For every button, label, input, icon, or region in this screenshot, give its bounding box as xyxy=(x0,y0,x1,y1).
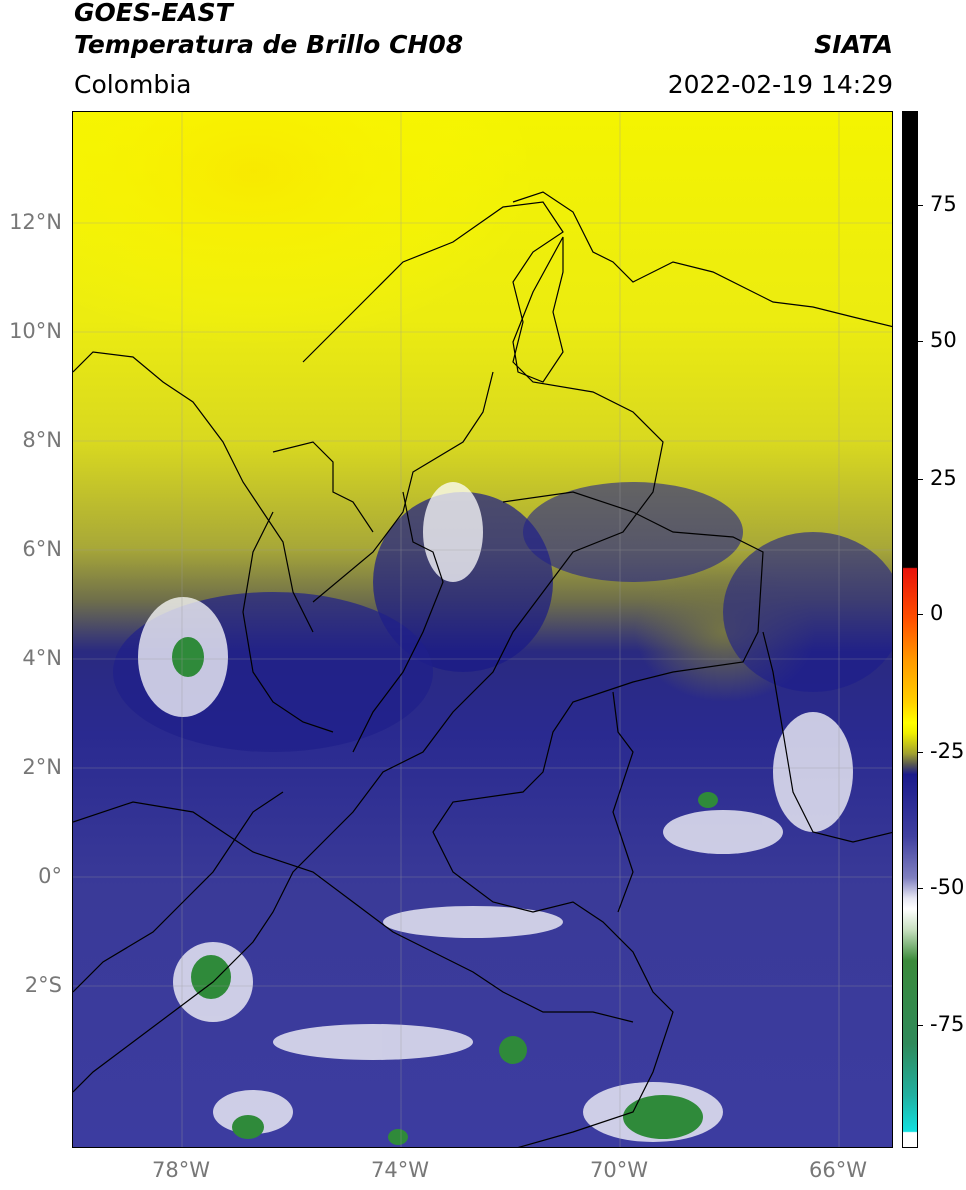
title-line1: GOES-EAST xyxy=(74,0,233,27)
colorbar-label-75: 75 xyxy=(930,192,957,216)
colorbar-tick xyxy=(917,752,923,753)
agency-label: SIATA xyxy=(814,30,893,59)
colorbar-label-0: 0 xyxy=(930,601,944,625)
colorbar-label-25: 25 xyxy=(930,466,957,490)
lat-label-4n: 4°N xyxy=(22,646,62,670)
colorbar-tick xyxy=(917,1025,923,1026)
lat-label-2s: 2°S xyxy=(24,973,62,997)
lon-label-74w: 74°W xyxy=(371,1158,429,1182)
lat-label-0: 0° xyxy=(38,864,62,888)
colorbar-label-minus25: -25 xyxy=(930,739,965,763)
region-label: Colombia xyxy=(74,70,192,99)
satellite-map[interactable] xyxy=(72,111,893,1148)
colorbar-label-minus50: -50 xyxy=(930,875,965,899)
lon-label-70w: 70°W xyxy=(590,1158,648,1182)
lat-label-6n: 6°N xyxy=(22,537,62,561)
colorbar-tick xyxy=(917,614,923,615)
colorbar-label-minus75: -75 xyxy=(930,1012,965,1036)
lat-label-12n: 12°N xyxy=(9,210,62,234)
colorbar-tick xyxy=(917,205,923,206)
colorbar xyxy=(902,111,918,1148)
title-line2: Temperatura de Brillo CH08 xyxy=(74,30,464,59)
colorbar-tick xyxy=(917,888,923,889)
colorbar-tick xyxy=(917,341,923,342)
lat-label-10n: 10°N xyxy=(9,319,62,343)
lat-label-2n: 2°N xyxy=(22,755,62,779)
colorbar-tick xyxy=(917,479,923,480)
colorbar-label-50: 50 xyxy=(930,328,957,352)
colorbar-gradient xyxy=(903,112,917,1147)
lon-label-66w: 66°W xyxy=(809,1158,867,1182)
lat-label-8n: 8°N xyxy=(22,428,62,452)
map-image xyxy=(73,112,892,1147)
lon-label-78w: 78°W xyxy=(152,1158,210,1182)
datetime-label: 2022-02-19 14:29 xyxy=(667,70,893,99)
